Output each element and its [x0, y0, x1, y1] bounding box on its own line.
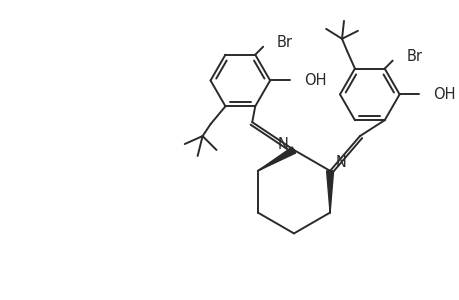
Text: OH: OH: [432, 87, 455, 102]
Polygon shape: [326, 171, 333, 213]
Text: Br: Br: [406, 49, 422, 64]
Text: Br: Br: [276, 35, 292, 50]
Text: OH: OH: [303, 73, 326, 88]
Text: N: N: [276, 136, 287, 152]
Polygon shape: [257, 147, 295, 171]
Text: N: N: [336, 155, 346, 170]
